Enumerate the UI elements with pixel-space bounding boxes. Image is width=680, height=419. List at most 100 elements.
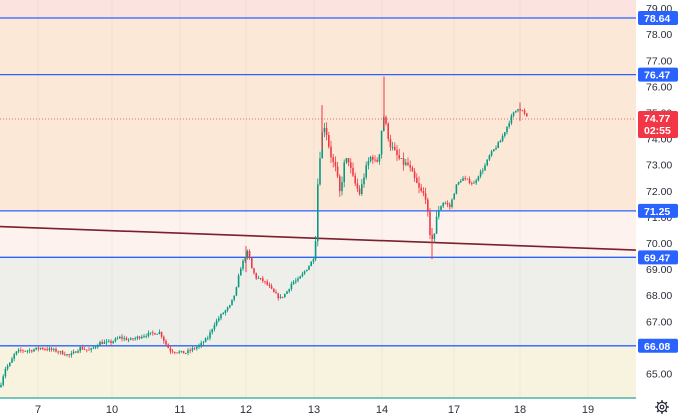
price-tick-3: 68.00: [646, 290, 672, 302]
candle: [156, 333, 158, 335]
price-tick-4: 69.00: [646, 264, 672, 276]
candle: [295, 277, 297, 285]
candle: [367, 157, 370, 170]
candle: [242, 259, 244, 271]
candle: [277, 292, 279, 301]
candle: [17, 347, 20, 354]
candle: [365, 161, 367, 180]
candle: [6, 364, 9, 371]
candle: [394, 142, 396, 151]
candle: [479, 169, 482, 179]
candle: [372, 154, 374, 164]
price-axis-bg: [636, 0, 680, 398]
candle: [158, 329, 161, 335]
candle: [490, 149, 493, 158]
candle: [44, 347, 46, 352]
levels-layer[interactable]: [0, 17, 636, 347]
candle: [185, 352, 187, 355]
candle: [521, 109, 524, 112]
candle: [204, 337, 207, 343]
current-price-value: 74.77: [644, 113, 670, 125]
candle: [374, 155, 376, 163]
price-tick-12: 77.00: [646, 55, 672, 67]
candle: [79, 345, 81, 353]
candle: [429, 208, 431, 240]
candle: [402, 152, 405, 171]
candle: [237, 273, 240, 288]
candle: [233, 295, 235, 302]
candle: [312, 256, 315, 265]
candle: [145, 333, 147, 339]
candle: [132, 337, 134, 342]
candle: [248, 249, 251, 260]
candle: [61, 350, 64, 355]
candle: [284, 293, 286, 298]
level-label-4: 66.08: [638, 338, 678, 353]
candle: [268, 282, 271, 288]
candle: [0, 382, 2, 388]
candle: [435, 211, 438, 235]
svg-text:66.08: 66.08: [644, 341, 670, 353]
candle: [50, 346, 53, 352]
candle: [517, 108, 519, 113]
candle: [57, 350, 59, 355]
zone-4: [0, 345, 636, 398]
candle: [213, 322, 216, 332]
candle: [187, 348, 189, 356]
price-tick-7: 72.00: [646, 186, 672, 198]
candle: [55, 347, 57, 353]
candle: [134, 336, 136, 341]
candle: [127, 338, 130, 343]
candle: [114, 337, 117, 343]
candle: [286, 290, 288, 295]
candle: [350, 158, 352, 174]
candle: [380, 130, 383, 159]
candle: [493, 149, 495, 152]
grid-layer: [0, 0, 636, 399]
candle: [176, 352, 178, 354]
candle: [77, 349, 79, 354]
candle: [484, 163, 486, 171]
candle: [255, 272, 257, 281]
candle: [26, 349, 29, 354]
svg-text:69.47: 69.47: [644, 252, 670, 264]
time-axis-bg: [0, 398, 680, 419]
candle: [116, 336, 119, 340]
svg-text:76.47: 76.47: [644, 70, 670, 82]
time-tick-0: 7: [35, 404, 41, 416]
candle: [451, 198, 453, 209]
candle: [165, 339, 167, 347]
candle: [482, 167, 484, 175]
candle: [154, 332, 156, 335]
candle: [389, 134, 392, 152]
candle: [416, 173, 418, 184]
price-axis[interactable]: 65.0066.0067.0068.0069.0070.0071.0072.00…: [646, 3, 672, 380]
candle: [152, 330, 154, 336]
price-tick-5: 70.00: [646, 238, 672, 250]
chart-settings-button[interactable]: [654, 399, 670, 415]
candle: [75, 350, 77, 353]
candle: [319, 151, 321, 186]
candle: [20, 347, 22, 353]
candle: [328, 131, 330, 149]
candle: [35, 347, 37, 351]
candle: [246, 249, 249, 260]
candle: [72, 349, 75, 355]
time-tick-2: 11: [174, 404, 185, 416]
time-axis[interactable]: 7 10 11 12 13 14 17 18 19: [35, 404, 594, 416]
price-tick-8: 73.00: [646, 160, 672, 172]
candle: [438, 205, 440, 220]
candle: [193, 347, 196, 350]
candle: [466, 178, 469, 180]
candle: [495, 145, 497, 151]
candle: [70, 350, 73, 358]
candle: [9, 362, 11, 367]
candle: [171, 348, 174, 354]
candle: [449, 202, 451, 210]
candle: [182, 350, 185, 354]
candle: [460, 178, 462, 184]
candle: [64, 351, 66, 356]
time-tick-3: 12: [240, 404, 252, 416]
